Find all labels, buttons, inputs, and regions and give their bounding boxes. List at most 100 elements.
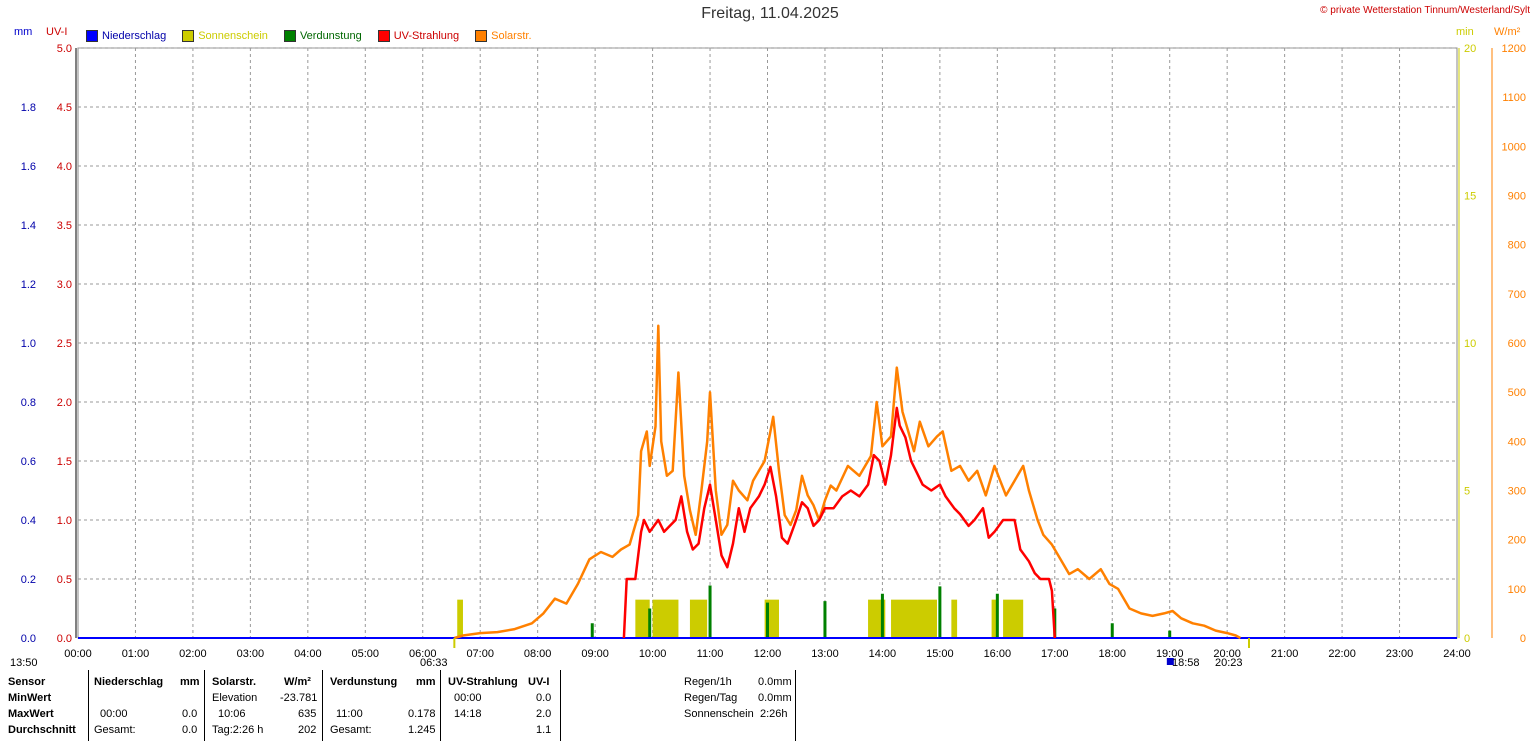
evaporation-bar	[823, 601, 827, 638]
x-tick-label: 17:00	[1041, 648, 1069, 660]
solar-avg-label: Tag:2:26 h	[212, 724, 264, 736]
legend-item-solar: Solarstr.	[475, 30, 532, 42]
x-tick-label: 14:00	[869, 648, 897, 660]
uv-max-val: 2.0	[536, 708, 552, 720]
legend-swatch	[182, 30, 195, 42]
row-max: MaxWert	[8, 708, 54, 720]
sunshine-bar	[652, 599, 679, 638]
solar-min-val: -23.781	[280, 692, 318, 704]
col-nieder-unit: mm	[180, 676, 200, 688]
uv-min-val: 0.0	[536, 692, 552, 704]
y-tick-label-mm: 0.6	[21, 456, 36, 468]
x-tick-label: 20:00	[1213, 648, 1241, 660]
data-table: Sensor MinWert MaxWert Durchschnitt Nied…	[0, 670, 1536, 741]
y-tick-label-min: 15	[1464, 191, 1476, 203]
y-tick-label-min: 20	[1464, 43, 1476, 55]
legend-item-niederschlag: Niederschlag	[86, 30, 166, 42]
y-tick-label-min: 10	[1464, 338, 1476, 350]
uv-min-time: 00:00	[454, 692, 482, 704]
uv-avg-val: 1.1	[536, 724, 552, 736]
sonne-label: Sonnenschein	[684, 708, 754, 720]
evaporation-bar	[938, 586, 942, 638]
x-tick-label: 09:00	[581, 648, 609, 660]
x-tick-label: 01:00	[122, 648, 150, 660]
start-time: 13:50	[10, 657, 38, 669]
legend-swatch	[377, 30, 390, 42]
sunshine-bar	[991, 599, 998, 638]
col-verd-unit: mm	[416, 676, 436, 688]
verd-max-time: 11:00	[336, 708, 363, 720]
unit-min: min	[1456, 26, 1474, 38]
x-tick-label: 05:00	[352, 648, 380, 660]
legend-swatch	[86, 30, 98, 42]
marker-time: 18:58	[1172, 657, 1200, 669]
solar-max-val: 635	[298, 708, 317, 720]
col-verd-head: Verdunstung	[330, 676, 398, 688]
evaporation-bar	[590, 623, 594, 638]
y-tick-label-wm2: 900	[1508, 191, 1526, 203]
evaporation-bar	[766, 602, 769, 638]
nieder-max-time: 00:00	[100, 708, 128, 720]
y-tick-label-uvi: 2.0	[57, 397, 72, 409]
y-tick-label-wm2: 700	[1508, 289, 1526, 301]
row-min: MinWert	[8, 692, 52, 704]
y-tick-label-mm: 0.8	[21, 397, 36, 409]
verd-sum-val: 1.245	[408, 724, 436, 736]
col-solar-head: Solarstr.	[212, 676, 257, 688]
legend-item-sonnenschein: Sonnenschein	[182, 30, 268, 42]
x-tick-label: 13:00	[811, 648, 839, 660]
table-divider	[440, 670, 441, 741]
y-tick-label-wm2: 500	[1508, 387, 1526, 399]
x-tick-label: 02:00	[179, 648, 207, 660]
y-tick-label-mm: 1.8	[21, 102, 36, 114]
sunshine-bar	[635, 599, 650, 638]
y-tick-label-mm: 1.2	[21, 279, 36, 291]
legend-item-uv: UV-Strahlung	[377, 30, 460, 42]
x-tick-label: 08:00	[524, 648, 552, 660]
time-marker-icon	[1166, 658, 1174, 665]
legend-label: UV-Strahlung	[393, 30, 460, 42]
nieder-sum-label: Gesamt:	[94, 724, 136, 736]
legend-label: Verdunstung	[299, 30, 362, 42]
solar-avg-val: 202	[298, 724, 317, 736]
y-tick-label-uvi: 0.0	[57, 633, 72, 645]
unit-wm2: W/m²	[1494, 26, 1521, 38]
y-tick-label-uvi: 4.5	[57, 102, 72, 114]
sunshine-bar	[1003, 599, 1024, 638]
y-tick-label-wm2: 1000	[1502, 141, 1526, 153]
nieder-sum-val: 0.0	[182, 724, 198, 736]
x-tick-label: 15:00	[926, 648, 954, 660]
y-tick-label-mm: 1.4	[21, 220, 36, 232]
x-tick-label: 16:00	[984, 648, 1012, 660]
table-divider	[795, 670, 796, 741]
x-tick-label: 10:00	[639, 648, 667, 660]
verd-max-val: 0.178	[408, 708, 436, 720]
y-tick-label-mm: 1.0	[21, 338, 36, 350]
y-tick-label-min: 0	[1464, 633, 1470, 645]
evaporation-bar	[880, 593, 884, 638]
solar-max-time: 10:06	[218, 708, 246, 720]
x-tick-label: 07:00	[466, 648, 494, 660]
regen1h-val: 0.0mm	[758, 676, 792, 688]
uv-max-time: 14:18	[454, 708, 482, 720]
y-tick-label-wm2: 1200	[1502, 43, 1526, 55]
col-solar-unit: W/m²	[284, 676, 311, 688]
y-tick-label-mm: 1.6	[21, 161, 36, 173]
y-tick-label-wm2: 400	[1508, 436, 1526, 448]
row-avg: Durchschnitt	[8, 724, 76, 736]
y-tick-label-uvi: 1.0	[57, 515, 72, 527]
y-tick-label-wm2: 600	[1508, 338, 1526, 350]
table-divider	[560, 670, 561, 741]
x-tick-label: 12:00	[754, 648, 782, 660]
table-divider	[88, 670, 89, 741]
table-divider	[322, 670, 323, 741]
sonne-val: 2:26h	[760, 708, 788, 720]
y-tick-label-uvi: 1.5	[57, 456, 72, 468]
legend-label: Sonnenschein	[198, 30, 268, 42]
x-tick-label: 04:00	[294, 648, 322, 660]
y-tick-label-wm2: 100	[1508, 584, 1526, 596]
legend-swatch	[283, 30, 296, 42]
y-tick-label-wm2: 200	[1508, 535, 1526, 547]
unit-mm: mm	[14, 26, 33, 38]
